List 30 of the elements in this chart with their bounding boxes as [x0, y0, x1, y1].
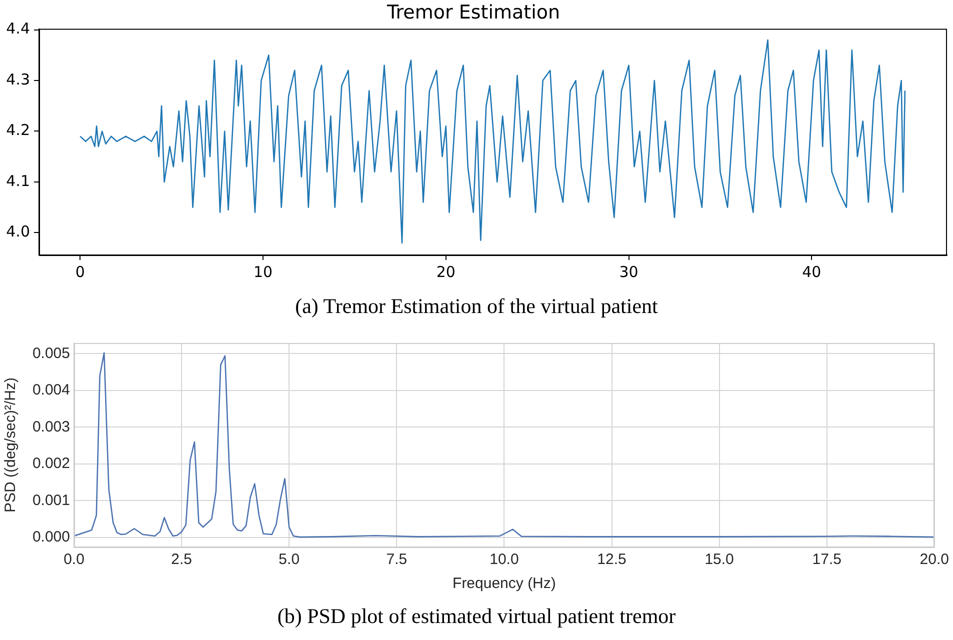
- y-tick-label: 0.003: [32, 418, 70, 436]
- y-tick-label: 4.3: [6, 70, 30, 88]
- x-tick-label: 0.0: [64, 551, 84, 568]
- y-tick-label: 4.1: [6, 172, 30, 190]
- x-tick-label: 15.0: [704, 551, 734, 568]
- x-tick-label: 12.5: [597, 551, 626, 568]
- chart-title: Tremor Estimation: [386, 1, 560, 24]
- x-axis-title: Frequency (Hz): [452, 575, 556, 592]
- y-tick-label: 0.004: [32, 382, 70, 399]
- x-tick-label: 5.0: [278, 551, 300, 568]
- x-tick-label: 20.0: [920, 551, 950, 568]
- x-tick-label: 40: [802, 262, 822, 281]
- x-tick-label: 17.5: [812, 551, 842, 568]
- y-tick-label: 4.4: [6, 20, 30, 38]
- x-tick-label: 10.0: [490, 551, 519, 568]
- x-tick-label: 30: [619, 262, 638, 281]
- y-tick-label: 4.0: [6, 222, 30, 241]
- x-tick-label: 20: [436, 262, 456, 281]
- y-axis-title: PSD ((deg/sec)²/Hz): [2, 377, 20, 513]
- y-tick-label: 4.2: [6, 121, 30, 140]
- y-tick-label: 0.005: [32, 344, 70, 362]
- text: (b) PSD plot of estimated virtual patient tremor: [276, 604, 677, 629]
- text: (a) Tremor Estimation of the virtual patient: [294, 294, 659, 319]
- x-tick-label: 0: [75, 262, 85, 281]
- x-tick-label: 7.5: [386, 551, 408, 568]
- x-tick-label: 10: [253, 262, 273, 281]
- y-tick-label: 0.000: [32, 528, 70, 546]
- y-tick-label: 0.002: [32, 455, 70, 472]
- y-tick-label: 0.001: [32, 492, 70, 509]
- x-tick-label: 2.5: [171, 551, 192, 568]
